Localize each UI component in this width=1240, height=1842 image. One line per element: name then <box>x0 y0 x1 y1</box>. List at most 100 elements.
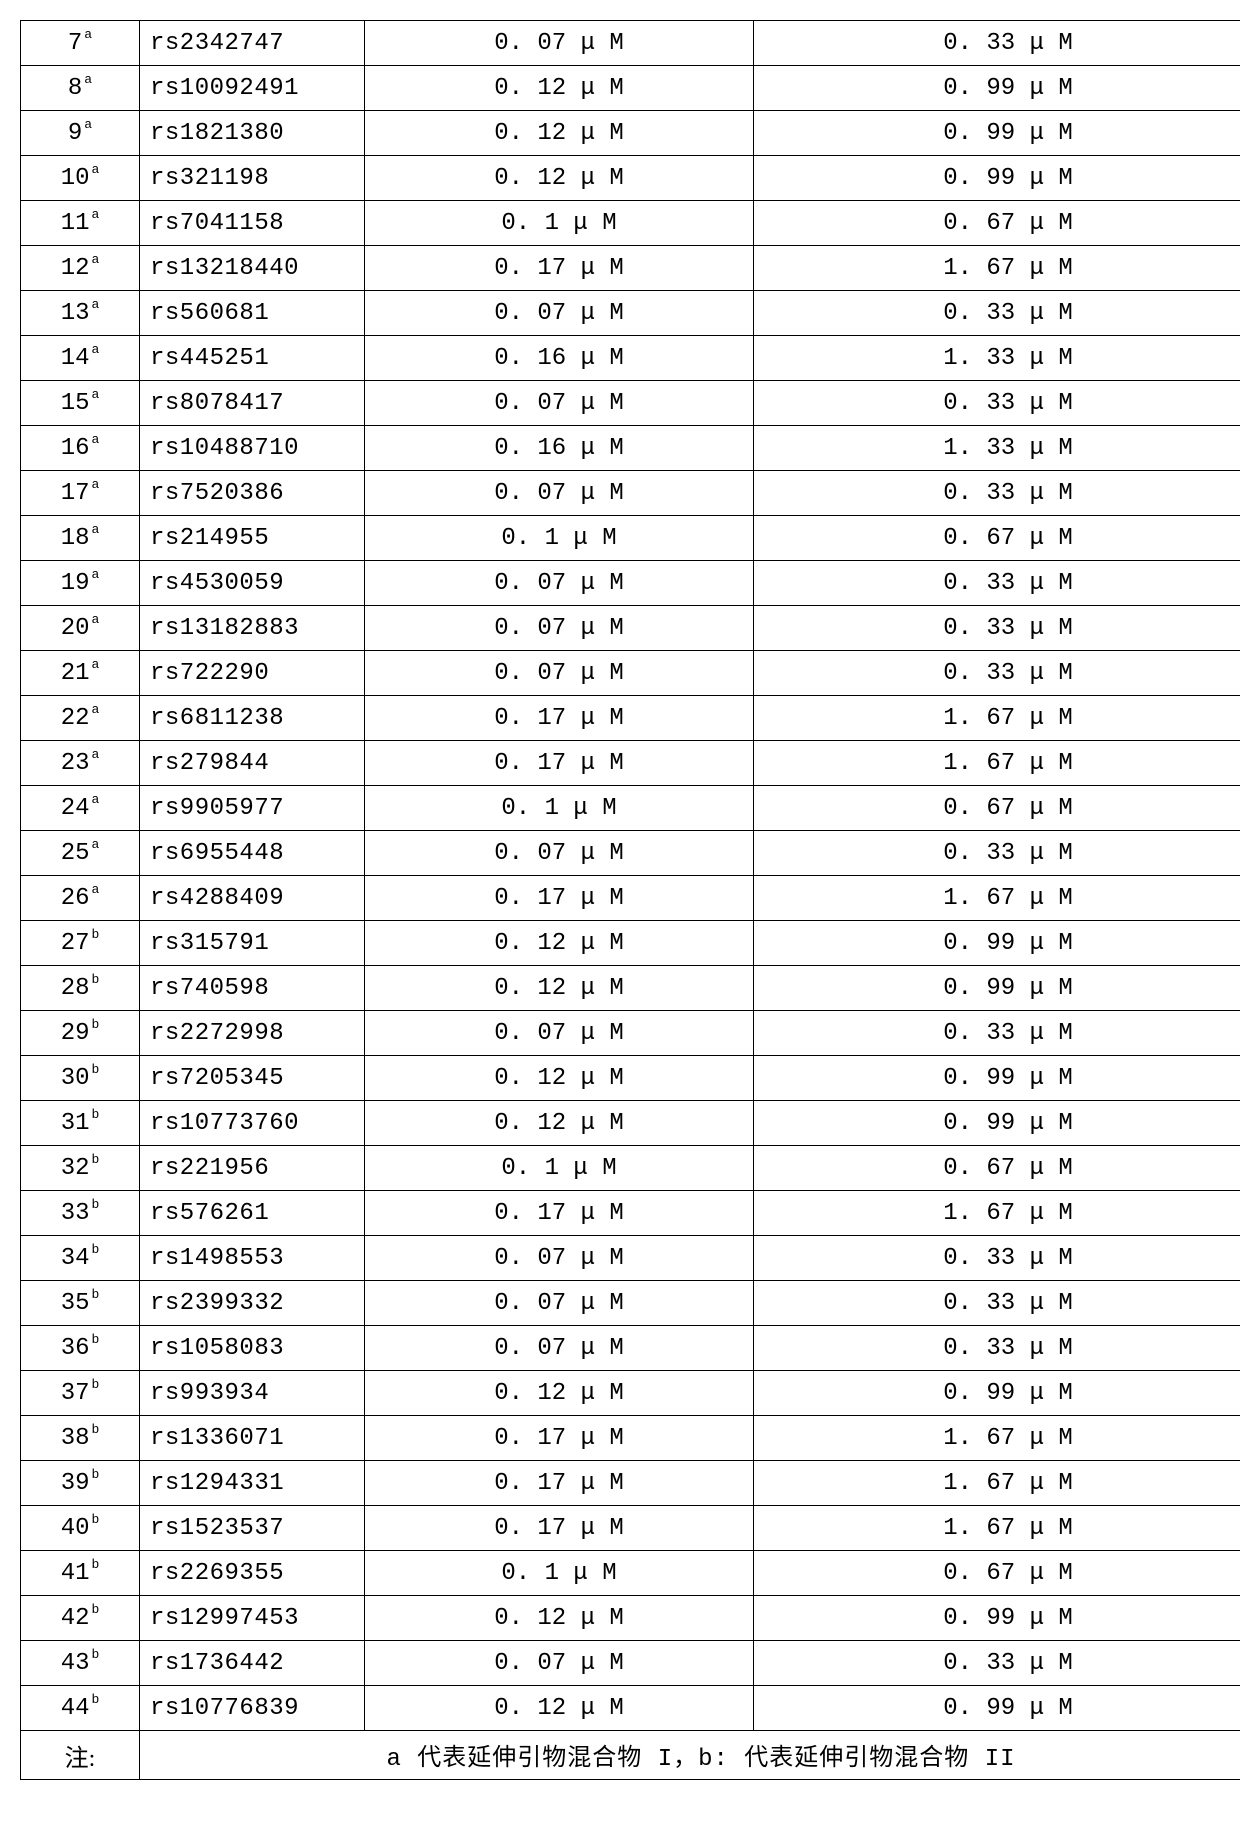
concentration-2-cell: 0. 33 μ M <box>754 1281 1240 1326</box>
row-index-cell: 40b <box>21 1506 140 1551</box>
row-index-cell: 26a <box>21 876 140 921</box>
row-index-value: 34 <box>61 1245 90 1272</box>
rs-id-cell: rs10488710 <box>140 426 365 471</box>
row-index-value: 29 <box>61 1020 90 1047</box>
rs-id-cell: rs221956 <box>140 1146 365 1191</box>
row-index-cell: 30b <box>21 1056 140 1101</box>
rs-id-cell: rs1058083 <box>140 1326 365 1371</box>
table-row: 20ars131828830. 07 μ M0. 33 μ M <box>21 606 1240 651</box>
row-index-value: 10 <box>61 165 90 192</box>
row-index-value: 36 <box>61 1335 90 1362</box>
row-index-value: 19 <box>61 570 90 597</box>
concentration-1-cell: 0. 17 μ M <box>365 1506 754 1551</box>
rs-id-cell: rs740598 <box>140 966 365 1011</box>
concentration-1-cell: 0. 07 μ M <box>365 21 754 66</box>
row-index-sup: a <box>92 162 100 177</box>
row-index-sup: a <box>84 72 92 87</box>
concentration-1-cell: 0. 12 μ M <box>365 1371 754 1416</box>
concentration-2-cell: 0. 99 μ M <box>754 966 1240 1011</box>
note-label-cell: 注: <box>21 1731 140 1780</box>
concentration-2-cell: 0. 33 μ M <box>754 381 1240 426</box>
row-index-sup: a <box>92 882 100 897</box>
concentration-2-cell: 1. 33 μ M <box>754 336 1240 381</box>
concentration-2-cell: 1. 67 μ M <box>754 1461 1240 1506</box>
row-index-cell: 12a <box>21 246 140 291</box>
concentration-2-cell: 1. 67 μ M <box>754 1416 1240 1461</box>
row-index-cell: 17a <box>21 471 140 516</box>
concentration-1-cell: 0. 12 μ M <box>365 66 754 111</box>
concentration-1-cell: 0. 16 μ M <box>365 336 754 381</box>
row-index-cell: 27b <box>21 921 140 966</box>
row-index-value: 17 <box>61 480 90 507</box>
rs-id-cell: rs10776839 <box>140 1686 365 1731</box>
row-index-sup: b <box>92 927 100 942</box>
row-index-sup: b <box>92 1602 100 1617</box>
rs-id-cell: rs1736442 <box>140 1641 365 1686</box>
row-index-cell: 19a <box>21 561 140 606</box>
row-index-value: 31 <box>61 1110 90 1137</box>
concentration-2-cell: 0. 33 μ M <box>754 1011 1240 1056</box>
row-index-cell: 25a <box>21 831 140 876</box>
table-row: 25ars69554480. 07 μ M0. 33 μ M <box>21 831 1240 876</box>
row-index-sup: b <box>92 1107 100 1122</box>
table-row: 13ars5606810. 07 μ M0. 33 μ M <box>21 291 1240 336</box>
concentration-1-cell: 0. 07 μ M <box>365 471 754 516</box>
row-index-cell: 31b <box>21 1101 140 1146</box>
rs-id-cell: rs560681 <box>140 291 365 336</box>
concentration-1-cell: 0. 1 μ M <box>365 1146 754 1191</box>
concentration-2-cell: 1. 67 μ M <box>754 246 1240 291</box>
concentration-2-cell: 1. 33 μ M <box>754 426 1240 471</box>
rs-id-cell: rs9905977 <box>140 786 365 831</box>
row-index-sup: b <box>92 1467 100 1482</box>
concentration-1-cell: 0. 12 μ M <box>365 1056 754 1101</box>
row-index-cell: 38b <box>21 1416 140 1461</box>
row-index-sup: a <box>92 252 100 267</box>
concentration-1-cell: 0. 17 μ M <box>365 1191 754 1236</box>
row-index-sup: b <box>92 1557 100 1572</box>
concentration-1-cell: 0. 07 μ M <box>365 561 754 606</box>
table-row: 32brs2219560. 1 μ M0. 67 μ M <box>21 1146 1240 1191</box>
concentration-1-cell: 0. 07 μ M <box>365 831 754 876</box>
table-row: 22ars68112380. 17 μ M1. 67 μ M <box>21 696 1240 741</box>
concentration-2-cell: 0. 33 μ M <box>754 21 1240 66</box>
concentration-1-cell: 0. 07 μ M <box>365 606 754 651</box>
concentration-2-cell: 0. 67 μ M <box>754 786 1240 831</box>
row-index-sup: b <box>92 972 100 987</box>
row-index-value: 21 <box>61 660 90 687</box>
concentration-2-cell: 1. 67 μ M <box>754 1506 1240 1551</box>
table-note-row: 注:a 代表延伸引物混合物 I，b: 代表延伸引物混合物 II <box>21 1731 1240 1780</box>
concentration-1-cell: 0. 07 μ M <box>365 651 754 696</box>
row-index-sup: a <box>92 477 100 492</box>
concentration-1-cell: 0. 12 μ M <box>365 111 754 156</box>
row-index-value: 42 <box>61 1605 90 1632</box>
row-index-cell: 9a <box>21 111 140 156</box>
concentration-1-cell: 0. 1 μ M <box>365 786 754 831</box>
row-index-sup: a <box>92 567 100 582</box>
rs-id-cell: rs1821380 <box>140 111 365 156</box>
concentration-1-cell: 0. 12 μ M <box>365 966 754 1011</box>
concentration-1-cell: 0. 12 μ M <box>365 1686 754 1731</box>
table-row: 37brs9939340. 12 μ M0. 99 μ M <box>21 1371 1240 1416</box>
row-index-value: 35 <box>61 1290 90 1317</box>
row-index-value: 14 <box>61 345 90 372</box>
row-index-sup: a <box>84 27 92 42</box>
concentration-1-cell: 0. 12 μ M <box>365 921 754 966</box>
row-index-value: 28 <box>61 975 90 1002</box>
row-index-value: 43 <box>61 1650 90 1677</box>
row-index-cell: 13a <box>21 291 140 336</box>
table-row: 35brs23993320. 07 μ M0. 33 μ M <box>21 1281 1240 1326</box>
table-row: 18ars2149550. 1 μ M0. 67 μ M <box>21 516 1240 561</box>
row-index-sup: a <box>92 837 100 852</box>
table-row: 42brs129974530. 12 μ M0. 99 μ M <box>21 1596 1240 1641</box>
row-index-value: 8 <box>68 75 82 102</box>
row-index-cell: 7a <box>21 21 140 66</box>
row-index-sup: b <box>92 1197 100 1212</box>
table-row: 17ars75203860. 07 μ M0. 33 μ M <box>21 471 1240 516</box>
row-index-cell: 34b <box>21 1236 140 1281</box>
table-row: 15ars80784170. 07 μ M0. 33 μ M <box>21 381 1240 426</box>
table-row: 24ars99059770. 1 μ M0. 67 μ M <box>21 786 1240 831</box>
row-index-cell: 33b <box>21 1191 140 1236</box>
row-index-sup: a <box>92 657 100 672</box>
concentration-1-cell: 0. 12 μ M <box>365 1596 754 1641</box>
rs-id-cell: rs13182883 <box>140 606 365 651</box>
